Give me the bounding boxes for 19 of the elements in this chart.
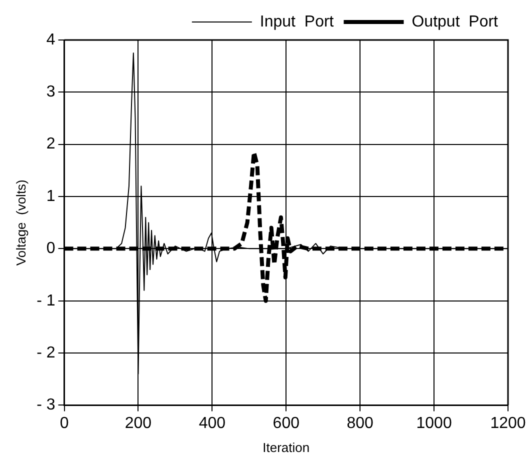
y-tick-label: 1 — [46, 188, 56, 205]
y-tick-label: - 1 — [36, 292, 56, 310]
y-tick-label: - 2 — [36, 344, 56, 362]
x-tick-label: 200 — [124, 415, 152, 432]
x-tick-label: 400 — [198, 415, 226, 432]
legend-label: Input Port — [260, 13, 334, 30]
x-tick-label: 1200 — [490, 415, 526, 432]
y-axis-title: Voltage (volts) — [13, 180, 28, 266]
y-tick-label: 3 — [46, 84, 56, 101]
y-tick-label: 2 — [46, 136, 56, 153]
x-axis-title: Iteration — [262, 440, 310, 455]
x-tick-label: 800 — [346, 415, 374, 432]
y-tick-label: 4 — [46, 31, 56, 48]
y-tick-label: 0 — [46, 240, 56, 258]
x-tick-label: 600 — [272, 415, 300, 432]
x-tick-label: 1000 — [416, 415, 452, 432]
legend-label: Output Port — [412, 13, 499, 30]
x-tick-label: 0 — [60, 415, 69, 432]
y-tick-label: - 3 — [36, 396, 56, 414]
